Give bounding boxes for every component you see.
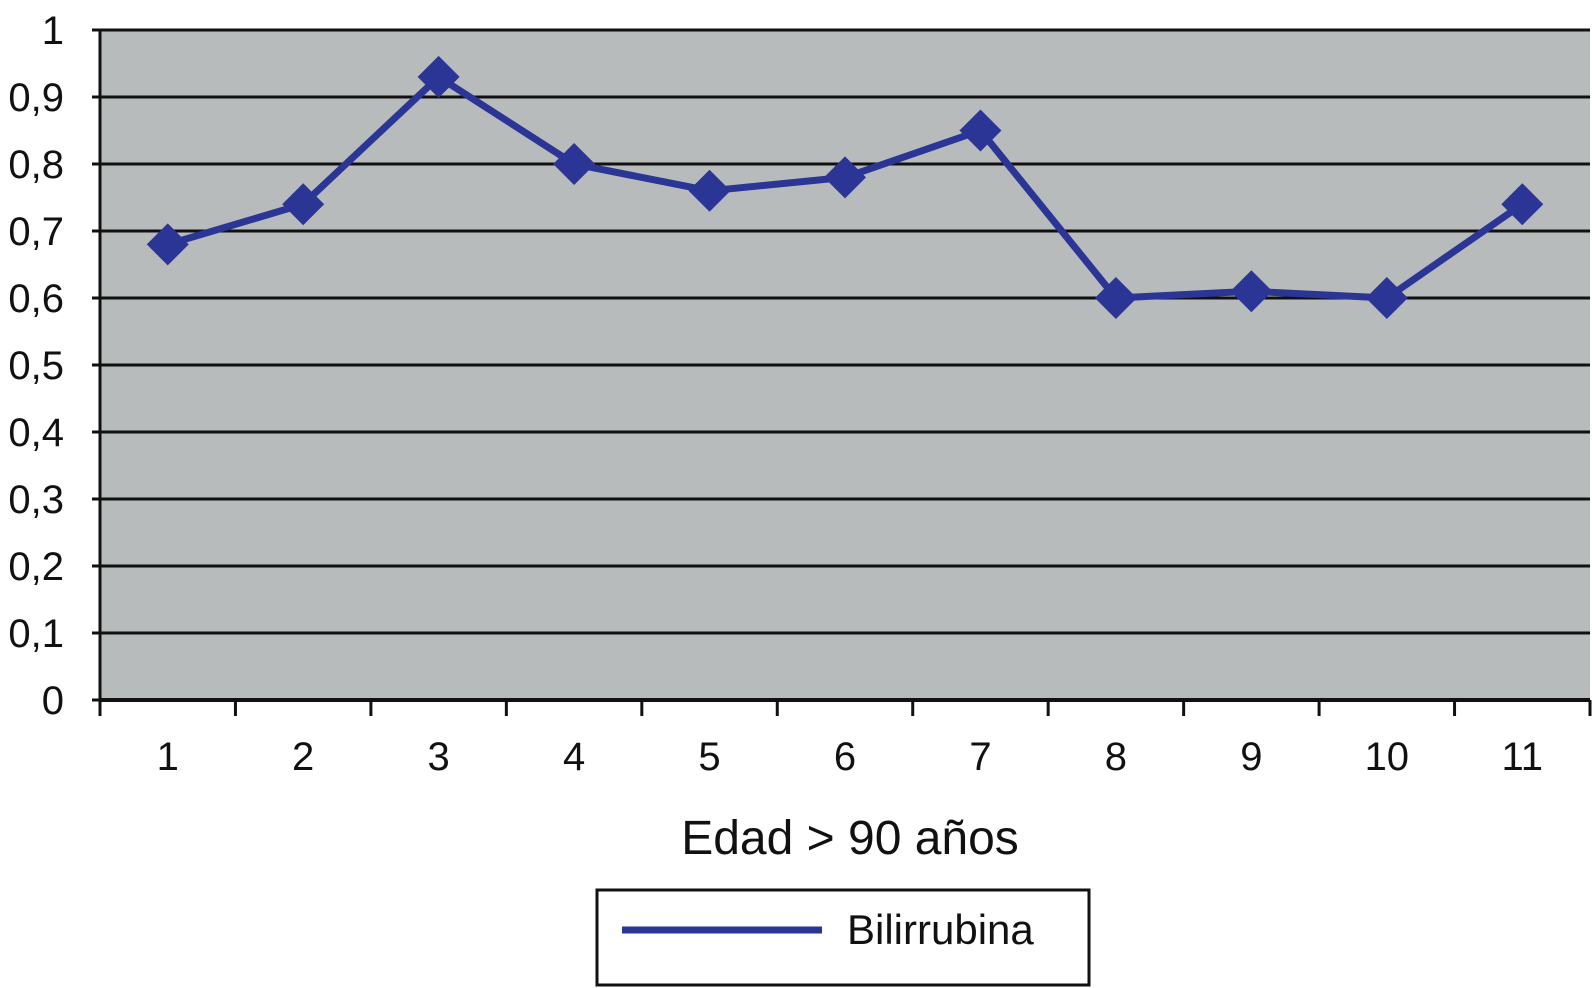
data-point-marker bbox=[1501, 183, 1544, 226]
y-tick-label: 0,8 bbox=[8, 143, 64, 187]
y-tick-label: 0,1 bbox=[8, 612, 64, 656]
data-point-marker bbox=[417, 55, 460, 98]
data-point-marker bbox=[959, 109, 1002, 152]
x-tick-label: 1 bbox=[157, 735, 179, 779]
data-point-marker bbox=[146, 223, 189, 266]
x-tick-label: 2 bbox=[292, 735, 314, 779]
legend: Bilirrubina bbox=[595, 888, 1091, 987]
data-point-marker bbox=[1094, 277, 1137, 319]
y-tick-label: 1 bbox=[42, 9, 64, 53]
x-axis: 1 2 3 4 5 6 7 8 9 10 11 bbox=[98, 698, 1592, 779]
y-tick-label: 0,7 bbox=[8, 210, 64, 254]
data-point-marker bbox=[824, 156, 866, 199]
y-tick-label: 0,5 bbox=[8, 344, 64, 388]
series-bilirrubina bbox=[146, 55, 1544, 319]
x-tick-label: 6 bbox=[834, 735, 856, 779]
x-tick-label: 7 bbox=[969, 735, 991, 779]
x-tick-label: 8 bbox=[1105, 735, 1127, 779]
data-point-marker bbox=[1365, 277, 1408, 319]
x-tick-label: 11 bbox=[1502, 735, 1544, 779]
x-tick-label: 10 bbox=[1365, 735, 1410, 779]
data-point-marker bbox=[282, 183, 325, 226]
data-point-marker bbox=[553, 143, 596, 185]
y-tick-label: 0,4 bbox=[8, 411, 64, 455]
x-tick-label: 3 bbox=[428, 735, 450, 779]
y-tick-label: 0,6 bbox=[8, 277, 64, 321]
y-tick-label: 0 bbox=[42, 679, 64, 723]
x-tick-label: 5 bbox=[698, 735, 720, 779]
data-point-marker bbox=[1230, 270, 1273, 313]
legend-box bbox=[595, 888, 1091, 987]
y-tick-label: 0,9 bbox=[8, 76, 64, 120]
legend-label: Bilirrubina bbox=[847, 906, 1034, 953]
x-axis-title: Edad > 90 años bbox=[681, 812, 1019, 865]
y-tick-label: 0,2 bbox=[8, 545, 64, 589]
data-point-marker bbox=[688, 169, 731, 212]
x-tick-label: 9 bbox=[1240, 735, 1262, 779]
x-tick-label: 4 bbox=[563, 735, 585, 779]
y-axis: 0 0,1 0,2 0,3 0,4 0,5 0,6 0,7 0,8 0,9 1 bbox=[8, 9, 102, 723]
y-tick-label: 0,3 bbox=[8, 478, 64, 522]
